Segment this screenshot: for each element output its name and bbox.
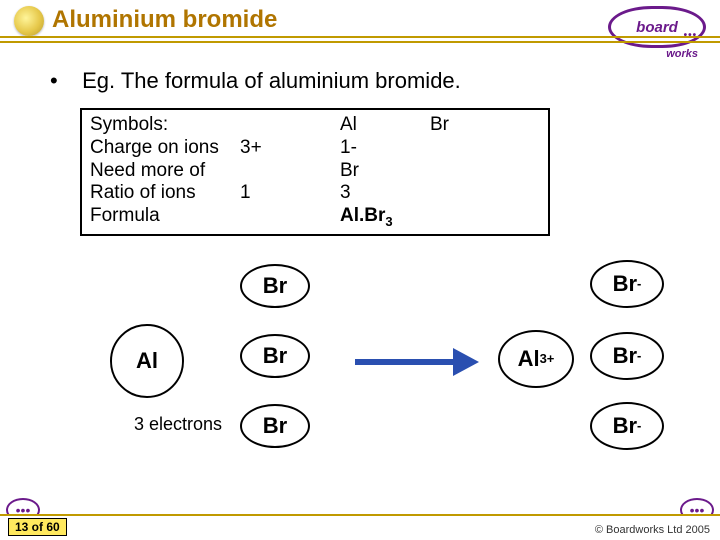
footer-divider	[0, 514, 720, 516]
box-row-symbols: Symbols: Al Br	[90, 114, 540, 137]
transfer-arrow-icon	[355, 348, 485, 376]
label: Charge on ions	[90, 137, 240, 160]
slide-content: • Eg. The formula of aluminium bromide. …	[0, 48, 720, 484]
al-atom: Al	[110, 324, 184, 398]
electrons-label: 3 electrons	[134, 414, 222, 435]
formula-box: Symbols: Al Br Charge on ions 3+ 1- Need…	[80, 108, 550, 236]
slide-footer: 13 of 60 © Boardworks Ltd 2005	[0, 514, 720, 540]
example-text: Eg. The formula of aluminium bromide.	[82, 68, 461, 93]
br-atom-2: Br	[240, 334, 310, 378]
box-row-formula: Formula Al.Br3	[90, 205, 540, 229]
br-ion-2: Br-	[590, 332, 664, 380]
slide-title: Aluminium bromide	[52, 6, 277, 34]
br-atom-1: Br	[240, 264, 310, 308]
br-atom-3: Br	[240, 404, 310, 448]
logo-text-main: board	[636, 19, 678, 36]
slide-header: Aluminium bromide board ••• works	[0, 0, 720, 48]
example-line: • Eg. The formula of aluminium bromide.	[50, 68, 670, 94]
label: Formula	[90, 205, 240, 229]
formula-value: Al.Br3	[340, 205, 430, 229]
bullet-icon: •	[50, 68, 76, 94]
box-row-ratio: Ratio of ions 1 3	[90, 182, 540, 205]
al-ion: Al3+	[498, 330, 574, 388]
page-counter: 13 of 60	[8, 518, 67, 536]
box-row-charge: Charge on ions 3+ 1-	[90, 137, 540, 160]
br-ion-3: Br-	[590, 402, 664, 450]
header-logo-icon	[14, 6, 44, 36]
label: Need more of	[90, 160, 240, 183]
label: Ratio of ions	[90, 182, 240, 205]
br-ion-1: Br-	[590, 260, 664, 308]
ion-diagram: Br Al Br Br 3 electrons Br- Al3+ Br- Br-	[50, 254, 670, 484]
copyright-text: © Boardworks Ltd 2005	[595, 524, 710, 536]
label: Symbols:	[90, 114, 240, 137]
header-divider	[0, 36, 720, 46]
box-row-needmore: Need more of Br	[90, 160, 540, 183]
